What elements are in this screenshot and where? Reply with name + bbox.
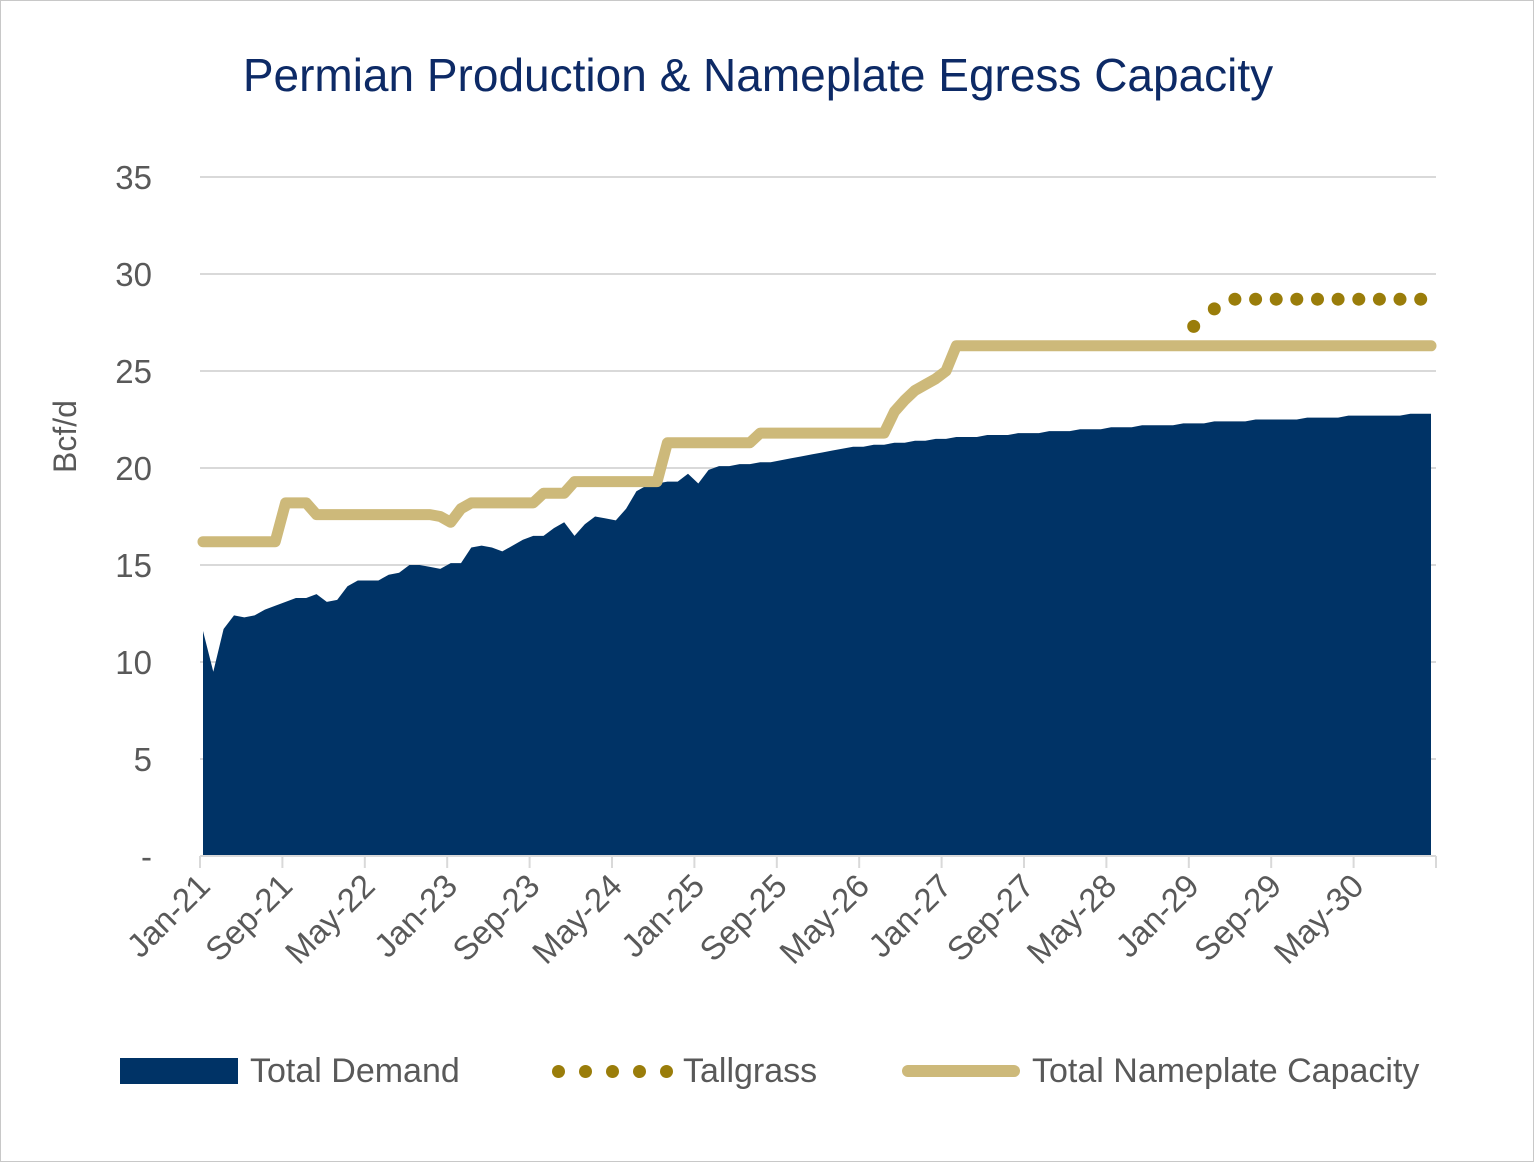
x-tick-label: May-30 [1267, 867, 1371, 971]
y-tick-label: 35 [115, 159, 152, 196]
legend-label-total-demand: Total Demand [250, 1051, 460, 1090]
series-point-tallgrass [1290, 292, 1304, 306]
series-point-tallgrass [1249, 292, 1263, 306]
legend-label-tallgrass: Tallgrass [683, 1051, 818, 1090]
series-point-tallgrass [1414, 292, 1428, 306]
y-tick-label: 20 [115, 450, 152, 487]
x-tick-label: Sep-29 [1187, 867, 1288, 968]
y-tick-label: - [141, 838, 152, 875]
x-tick-label: Jan-27 [861, 867, 959, 965]
series-point-tallgrass [1207, 302, 1221, 316]
legend-item-total-demand: Total Demand [120, 1046, 460, 1096]
series-point-tallgrass [1352, 292, 1366, 306]
legend-swatch-total-demand [120, 1058, 238, 1084]
series-point-tallgrass [1372, 292, 1386, 306]
series-point-tallgrass [1228, 292, 1242, 306]
x-tick-label: Jan-25 [614, 867, 712, 965]
series-line-total-nameplate-capacity [197, 340, 1437, 548]
x-tick-label: Sep-25 [692, 867, 793, 968]
x-tick-label: May-24 [525, 867, 629, 971]
x-tick-label: Jan-23 [367, 867, 465, 965]
x-tick-label: May-26 [772, 867, 876, 971]
y-tick-label: 15 [115, 547, 152, 584]
x-tick-label: Sep-23 [445, 867, 546, 968]
x-tick-label: Sep-27 [940, 867, 1041, 968]
series-point-tallgrass [1311, 292, 1324, 306]
legend-item-tallgrass: Tallgrass [552, 1046, 817, 1096]
legend-item-total-nameplate-capacity: Total Nameplate Capacity [902, 1046, 1419, 1096]
series-point-tallgrass [1187, 319, 1201, 333]
legend-swatch-total-nameplate-capacity [902, 1065, 1020, 1077]
y-tick-label: 10 [115, 644, 152, 681]
x-tick-label: May-22 [278, 867, 382, 971]
chart-title: Permian Production & Nameplate Egress Ca… [242, 49, 1274, 101]
series-point-tallgrass [1331, 292, 1345, 306]
y-tick-label: 25 [115, 353, 152, 390]
legend-swatch-tallgrass [552, 1064, 673, 1078]
x-tick-label: Sep-21 [198, 867, 299, 968]
y-tick-label: 30 [115, 256, 152, 293]
series-point-tallgrass [1269, 292, 1283, 306]
x-tick-label: May-28 [1019, 867, 1123, 971]
x-tick-label: Jan-29 [1108, 867, 1206, 965]
x-tick-label: Jan-21 [119, 867, 217, 965]
y-axis-label: Bcf/d [47, 400, 83, 473]
y-tick-label: 5 [134, 741, 152, 778]
series-area-total-demand [203, 413, 1431, 856]
series-point-tallgrass [1393, 292, 1407, 306]
legend-label-total-nameplate-capacity: Total Nameplate Capacity [1032, 1051, 1420, 1090]
